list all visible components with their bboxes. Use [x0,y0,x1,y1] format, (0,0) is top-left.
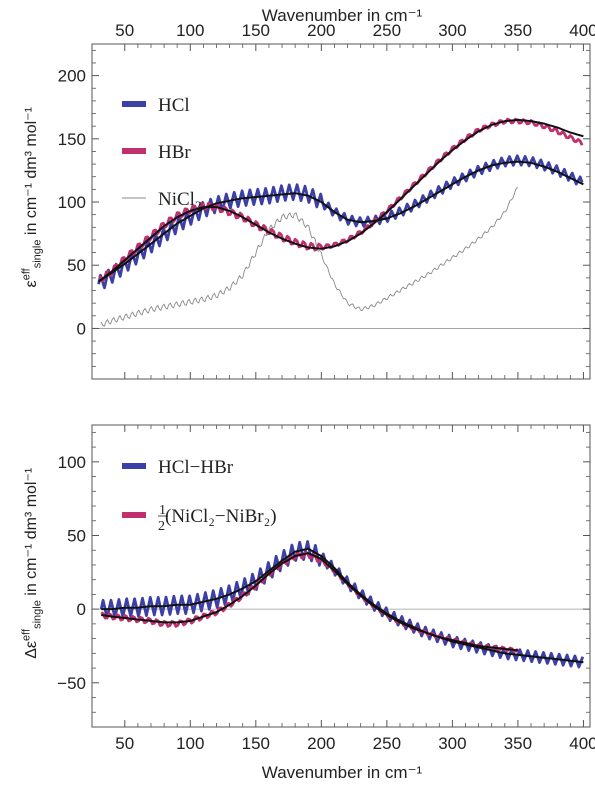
top-x-axis-label: Wavenumber in cm⁻¹ [261,6,423,25]
x-tick-label: 250 [373,734,401,753]
bottom-y-axis-label: Δεeffsingle in cm⁻¹ dm³ mol⁻¹ [20,467,44,659]
fit-curve [101,552,519,652]
x-tick-label: 250 [373,21,401,40]
legend-label: HBr [158,142,191,163]
fit-curve [98,160,584,283]
top-y-axis-label: εeffsingle in cm⁻¹ dm³ mol⁻¹ [20,107,44,288]
y-tick-label: 50 [67,526,86,545]
y-tick-label: 100 [58,193,86,212]
series-nicl-line [100,187,519,327]
y-tick-label: 0 [77,600,86,619]
legend-label: HCl [158,95,190,116]
y-tick-label: −50 [57,674,86,693]
x-tick-label: 100 [176,734,204,753]
x-tick-label: 50 [115,21,134,40]
x-tick-label: 100 [176,21,204,40]
legend-label: HCl−HBr [158,457,234,478]
x-tick-label: 400 [569,21,595,40]
x-tick-label: 300 [438,21,466,40]
fit-curve [101,547,584,664]
x-tick-label: 300 [438,734,466,753]
panel-frame [91,424,591,728]
y-tick-label: 0 [77,319,86,338]
y-tick-label: 200 [58,67,86,86]
series-nicl-nibr-line [100,551,519,653]
legend-label: 1 2(NiCl₂−NiBr₂) [158,503,277,534]
y-tick-label: 50 [67,256,86,275]
x-tick-label: 200 [307,21,335,40]
y-tick-label: 150 [58,130,86,149]
x-tick-label: 50 [115,734,134,753]
x-tick-label: 350 [504,21,532,40]
y-tick-label: 100 [58,453,86,472]
bottom-x-axis-label: Wavenumber in cm⁻¹ [261,763,423,782]
x-tick-label: 200 [307,734,335,753]
legend-label: NiCl2 [158,189,201,213]
x-tick-label: 400 [569,734,595,753]
x-tick-label: 150 [242,21,270,40]
fit-curve [97,118,584,283]
x-tick-label: 350 [504,734,532,753]
panel-frame [91,43,591,380]
x-tick-label: 150 [242,734,270,753]
